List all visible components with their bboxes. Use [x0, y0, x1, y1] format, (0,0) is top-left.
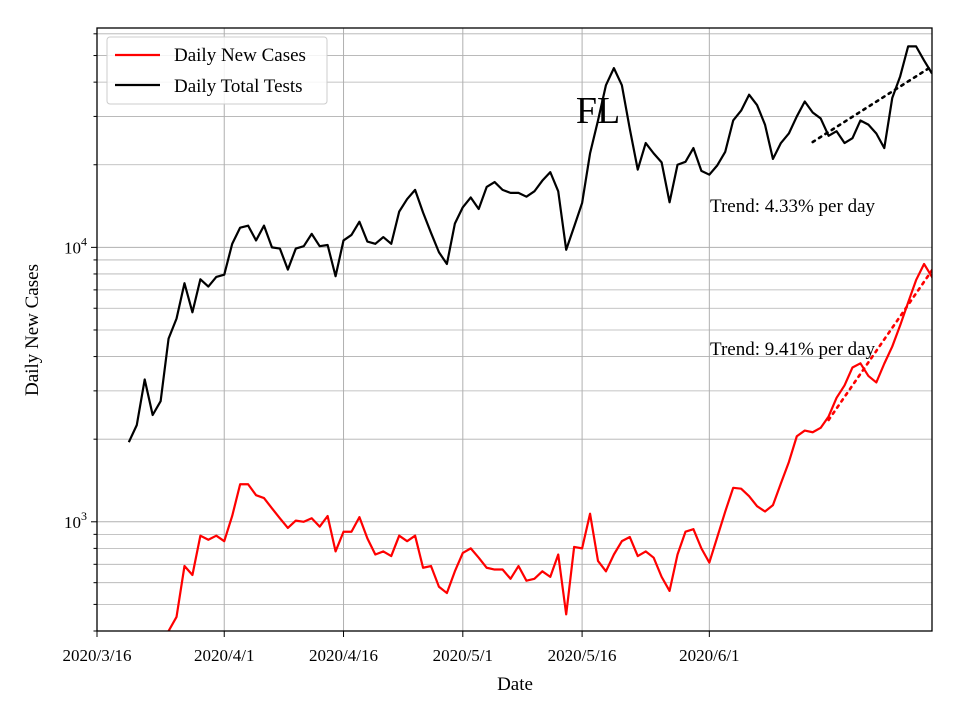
y-tick-label-exponent: 4: [81, 234, 87, 248]
y-tick-label-base: 10: [64, 238, 81, 257]
y-tick-label-base: 10: [64, 513, 81, 532]
trend-lines: [811, 64, 932, 422]
panel-label: FL: [576, 90, 620, 132]
x-tick-label: 2020/3/16: [63, 646, 132, 665]
x-axis-label: Date: [497, 674, 533, 695]
trend-line: [827, 268, 932, 422]
series-lines: [127, 45, 932, 631]
y-axis-label: Daily New Cases: [22, 264, 43, 396]
axis-ticks: [91, 33, 710, 637]
grid-lines: [96, 28, 932, 632]
y-tick-label: 104: [64, 234, 87, 257]
x-tick-label: 2020/5/16: [548, 646, 617, 665]
trend-label-tests: Trend: 4.33% per day: [710, 196, 875, 217]
legend-label-cases: Daily New Cases: [174, 45, 306, 66]
series-line-cases: [167, 262, 932, 631]
trend-line: [811, 64, 932, 144]
y-tick-label: 103: [64, 509, 87, 532]
trend-label-cases: Trend: 9.41% per day: [710, 339, 875, 360]
y-tick-label-exponent: 3: [81, 509, 87, 523]
legend-box: [106, 36, 328, 105]
x-tick-label: 2020/5/1: [433, 646, 493, 665]
legend: Daily New Cases Daily Total Tests: [106, 36, 328, 105]
x-tick-label: 2020/6/1: [679, 646, 739, 665]
x-tick-label: 2020/4/16: [309, 646, 378, 665]
legend-label-tests: Daily Total Tests: [174, 76, 303, 97]
x-tick-labels: 2020/3/16 2020/4/1 2020/4/16 2020/5/1 2020/5…: [63, 646, 740, 665]
x-tick-label: 2020/4/1: [194, 646, 254, 665]
series-line-tests: [127, 45, 932, 443]
